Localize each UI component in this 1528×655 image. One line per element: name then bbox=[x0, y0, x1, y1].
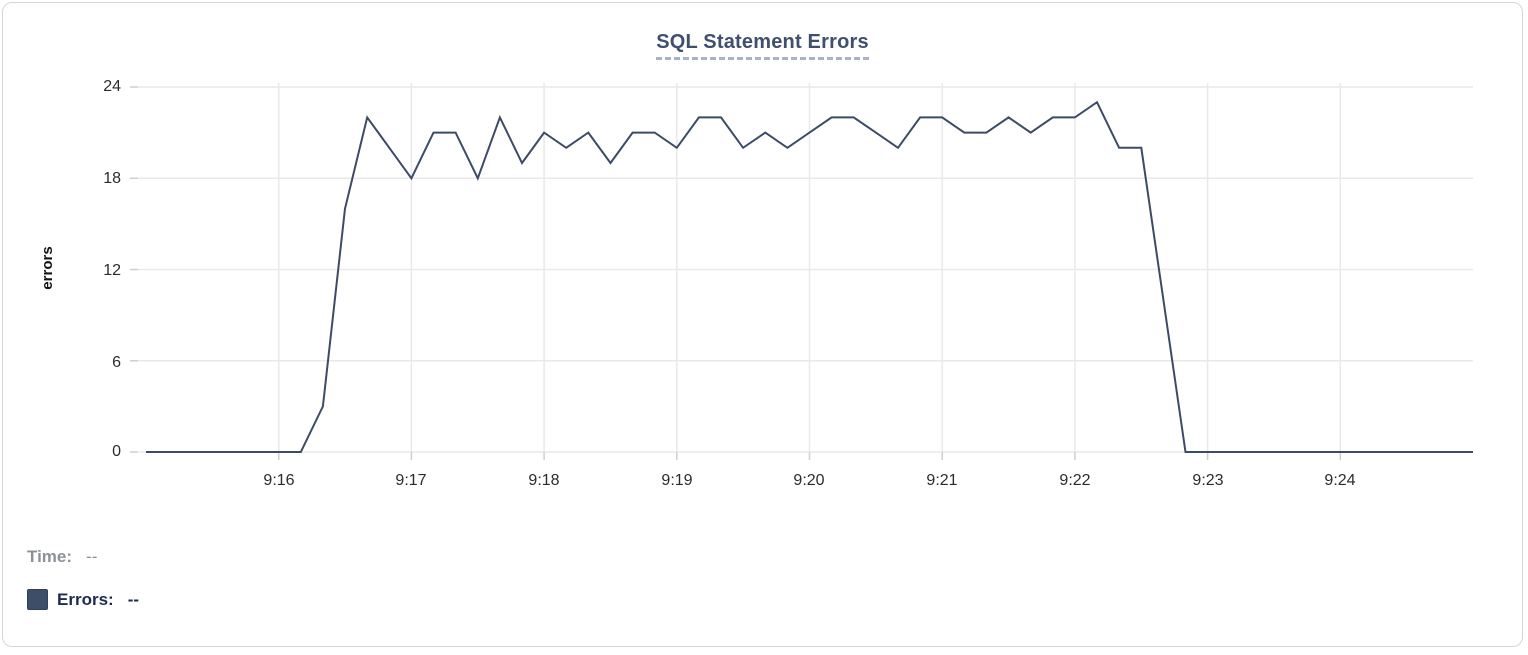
x-tick-label-918: 9:18 bbox=[528, 472, 560, 489]
x-tick-label-919: 9:19 bbox=[661, 472, 693, 489]
chart-title-wrap: SQL Statement Errors bbox=[3, 31, 1522, 60]
legend-row-errors: Errors: -- bbox=[27, 589, 139, 610]
x-tick-label-923: 9:23 bbox=[1192, 472, 1224, 489]
legend-time-label: Time: bbox=[27, 547, 73, 566]
x-tick-label-922: 9:22 bbox=[1059, 472, 1091, 489]
y-tick-label-24: 24 bbox=[103, 78, 121, 95]
x-tick-label-917: 9:17 bbox=[395, 472, 427, 489]
x-tick-label-920: 9:20 bbox=[793, 472, 825, 489]
legend-errors-label: Errors: bbox=[57, 589, 114, 609]
y-tick-label-0: 0 bbox=[112, 443, 121, 460]
errors-line-chart bbox=[130, 83, 1473, 460]
errors-series-line bbox=[146, 100, 1473, 453]
y-tick-label-6: 6 bbox=[112, 354, 121, 371]
x-tick-label-921: 9:21 bbox=[926, 472, 958, 489]
legend-row-time: Time: -- bbox=[27, 547, 97, 567]
errors-series-swatch bbox=[27, 589, 48, 610]
legend-errors-value: -- bbox=[127, 589, 140, 609]
x-tick-label-916: 9:16 bbox=[263, 472, 295, 489]
chart-title[interactable]: SQL Statement Errors bbox=[656, 31, 869, 60]
x-tick-label-924: 9:24 bbox=[1324, 472, 1356, 489]
legend-time-value: -- bbox=[86, 547, 98, 566]
y-tick-label-12: 12 bbox=[103, 262, 121, 279]
y-tick-label-18: 18 bbox=[103, 170, 121, 187]
